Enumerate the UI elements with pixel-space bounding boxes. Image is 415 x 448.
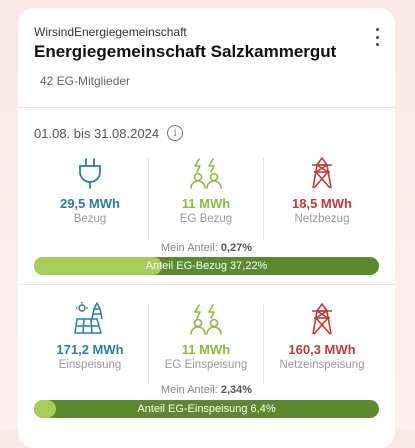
einspeisung-column: 171,2 MWh Einspeisung bbox=[35, 302, 145, 371]
share-label: Mein Anteil: bbox=[160, 384, 218, 396]
member-count: 42 EG-Mitglieder bbox=[40, 74, 131, 88]
progress-text: Anteil EG-Bezug 37,22% bbox=[145, 260, 268, 272]
share-value: 2,34% bbox=[220, 384, 253, 396]
progress-text: Anteil EG-Einspeisung 6,4% bbox=[137, 403, 276, 415]
bezug-column: 29,5 MWh Bezug bbox=[35, 156, 145, 225]
netzbezug-column: 18,5 MWh Netzbezug bbox=[267, 156, 377, 225]
share-value: 0,27% bbox=[220, 242, 253, 254]
share-label: Mein Anteil: bbox=[160, 242, 218, 254]
eg-einspeisung-column: 11 MWh EG Einspeisung bbox=[151, 302, 261, 371]
eg-einspeisung-label: EG Einspeisung bbox=[164, 359, 248, 371]
eg-bezug-progress-bar: Anteil EG-Bezug 37,22% bbox=[34, 257, 379, 275]
community-share-icon bbox=[151, 302, 261, 336]
netzeinspeisung-column: 160,3 MWh Netzeinspeisung bbox=[267, 302, 377, 371]
production-section: 171,2 MWh Einspeisung 11 MWh EG Einspeis… bbox=[18, 302, 395, 422]
netzeinspeisung-label: Netzeinspeisung bbox=[279, 359, 365, 371]
netzeinspeisung-value: 160,3 MWh bbox=[288, 342, 356, 357]
einspeisung-value: 171,2 MWh bbox=[56, 342, 124, 357]
netzbezug-label: Netzbezug bbox=[294, 213, 350, 225]
org-type: WirsindEnergiegemeinschaft bbox=[34, 25, 187, 39]
info-icon[interactable]: i bbox=[167, 125, 184, 141]
solar-panel-icon bbox=[35, 302, 145, 336]
netzbezug-value: 18,5 MWh bbox=[292, 196, 352, 211]
community-share-icon bbox=[151, 156, 261, 190]
bezug-label: Bezug bbox=[73, 213, 107, 225]
progress-fill bbox=[34, 400, 57, 418]
power-tower-icon bbox=[267, 302, 377, 336]
eg-einspeisung-progress-bar: Anteil EG-Einspeisung 6,4% bbox=[34, 400, 379, 418]
divider bbox=[18, 107, 395, 108]
divider bbox=[18, 284, 395, 285]
plug-icon bbox=[35, 156, 145, 190]
community-card: WirsindEnergiegemeinschaft Energiegemein… bbox=[18, 8, 395, 448]
period-label: 01.08. bis 31.08.2024 bbox=[34, 125, 160, 141]
eg-einspeisung-value: 11 MWh bbox=[181, 342, 231, 357]
my-share-consumption: Mein Anteil: 0,27% bbox=[18, 242, 395, 254]
bezug-value: 29,5 MWh bbox=[60, 196, 120, 211]
progress-fill bbox=[34, 257, 163, 275]
org-name: Energiegemeinschaft Salzkammergut bbox=[34, 42, 337, 61]
power-tower-icon bbox=[267, 156, 377, 190]
eg-bezug-value: 11 MWh bbox=[181, 196, 231, 211]
my-share-production: Mein Anteil: 2,34% bbox=[18, 384, 395, 396]
eg-bezug-label: EG Bezug bbox=[179, 213, 233, 225]
period-row: 01.08. bis 31.08.2024 i bbox=[34, 125, 184, 141]
more-menu-icon[interactable] bbox=[373, 28, 381, 46]
consumption-section: 29,5 MWh Bezug 11 MWh EG Bezug 18,5 bbox=[18, 156, 395, 296]
einspeisung-label: Einspeisung bbox=[58, 359, 122, 371]
eg-bezug-column: 11 MWh EG Bezug bbox=[151, 156, 261, 225]
